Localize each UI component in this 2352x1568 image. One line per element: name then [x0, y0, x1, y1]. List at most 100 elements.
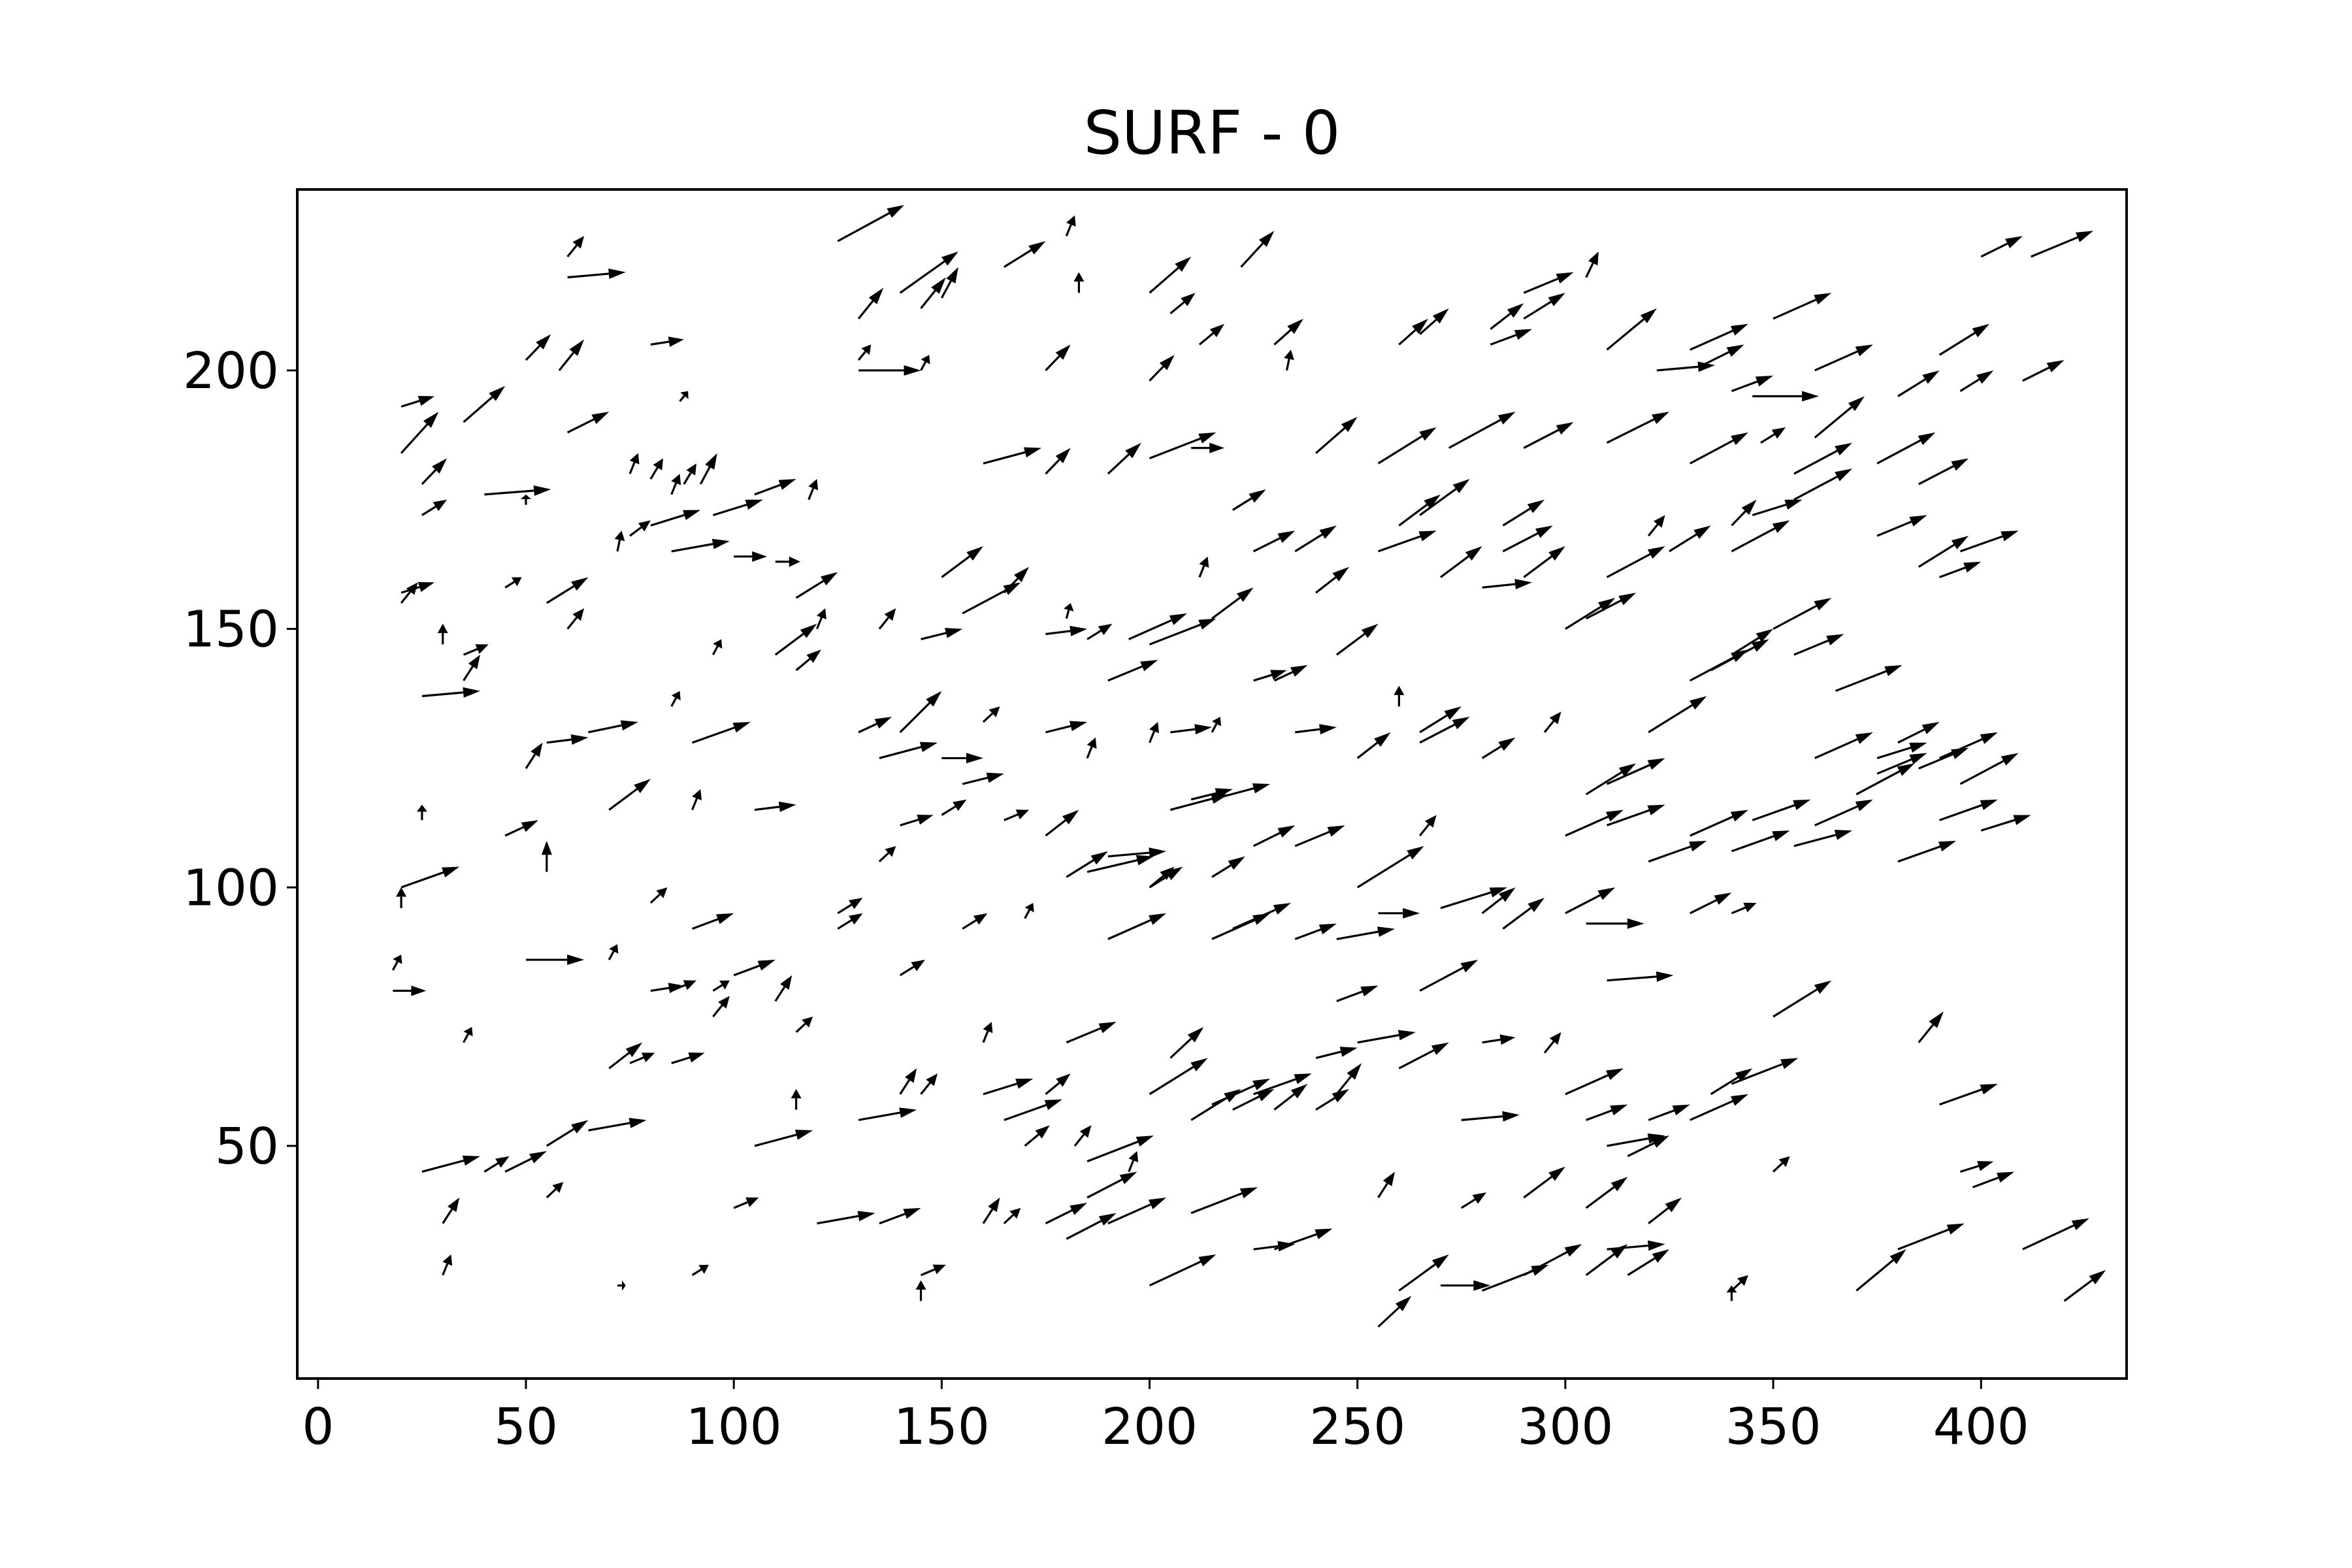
arrow-head [716, 913, 734, 924]
arrow [1523, 293, 1565, 320]
arrow-shaft [692, 727, 735, 744]
arrow-shaft [391, 961, 399, 971]
x-tick-label: 0 [302, 1398, 334, 1456]
arrow-shaft [1240, 242, 1264, 268]
arrow-head [1331, 1088, 1349, 1103]
arrow-shaft [1169, 797, 1213, 811]
arrow-shaft [1772, 988, 1818, 1018]
arrow-shaft [1107, 665, 1143, 682]
arrow-shaft [1273, 671, 1294, 682]
arrow-shaft [1972, 1177, 1999, 1188]
arrow [921, 628, 963, 640]
arrow-head [1672, 1104, 1690, 1116]
arrow-head [1209, 323, 1225, 338]
arrow-shaft [1419, 966, 1464, 992]
arrow-head [1403, 907, 1420, 919]
arrow-shaft [920, 289, 936, 310]
arrow-head [396, 887, 407, 897]
arrow-shaft [1490, 312, 1511, 330]
arrow-shaft [1855, 1259, 1894, 1292]
arrow-head [1922, 370, 1940, 384]
arrow [1419, 960, 1478, 992]
arrow-head [1009, 1207, 1021, 1219]
arrow-shaft [1253, 674, 1273, 682]
arrow-head [1055, 344, 1071, 360]
arrow-head [887, 204, 905, 218]
arrow [1107, 913, 1166, 940]
arrow-shaft [1253, 1078, 1296, 1096]
arrow-shaft [879, 1213, 906, 1225]
arrow-shaft [837, 212, 890, 242]
arrow [1793, 830, 1852, 847]
arrow [1731, 830, 1790, 853]
arrow [1648, 696, 1707, 734]
arrow [504, 577, 522, 589]
arrow [617, 1280, 626, 1291]
arrow [1502, 499, 1545, 527]
arrow-shaft [691, 918, 719, 930]
arrow [1190, 1187, 1258, 1215]
arrow-shaft [1398, 329, 1416, 346]
arrow-shaft [1606, 418, 1655, 444]
arrow [1073, 272, 1085, 293]
arrow-shaft [1897, 378, 1926, 397]
arrow-head [1689, 696, 1707, 710]
arrow-shaft [1045, 630, 1071, 636]
arrow-head [966, 753, 983, 764]
arrow [608, 944, 619, 960]
arrow-head [1159, 355, 1175, 370]
arrow-head [857, 1211, 875, 1222]
arrow-head [1834, 830, 1852, 840]
arrow-head [1731, 432, 1748, 446]
arrow-shaft [1523, 301, 1552, 320]
arrow [1045, 721, 1088, 734]
arrow-shaft [1273, 1093, 1295, 1111]
arrow [1939, 799, 1998, 821]
arrow-shaft [484, 489, 534, 496]
arrow-head [1909, 753, 1927, 764]
arrow-shaft [1606, 764, 1650, 785]
arrow-shaft [670, 697, 678, 708]
arrow-head [932, 1264, 946, 1275]
arrow [899, 1068, 917, 1095]
arrow [400, 396, 434, 408]
arrow-shaft [1377, 435, 1423, 465]
arrow [712, 980, 730, 992]
arrow-head [423, 412, 439, 428]
arrow-head [1472, 1192, 1486, 1204]
arrow-shaft [1731, 906, 1746, 915]
arrow-shaft [899, 702, 931, 734]
arrow-shaft [1702, 351, 1729, 367]
arrow [1149, 1058, 1208, 1096]
arrow-shaft [2031, 236, 2078, 258]
arrow-shaft [2022, 1224, 2074, 1250]
arrow [1252, 825, 1296, 847]
arrow-head [1319, 724, 1337, 735]
arrow [1440, 546, 1482, 578]
arrow-head [463, 687, 480, 698]
arrow [795, 1017, 813, 1033]
arrow-shaft [712, 984, 723, 992]
arrow-head [926, 691, 942, 707]
arrow [484, 485, 551, 496]
arrow-shaft [1607, 975, 1657, 982]
arrow-shaft [1128, 619, 1172, 640]
arrow [1502, 898, 1545, 930]
arrow-head [692, 789, 702, 801]
arrow-shaft [1772, 1162, 1784, 1173]
arrow-shaft [1107, 919, 1151, 940]
arrow [1419, 308, 1449, 335]
arrow [546, 577, 589, 604]
arrow-shaft [1045, 355, 1060, 372]
arrow-head [531, 742, 543, 757]
arrow-head [1361, 623, 1379, 638]
arrow-shaft [1065, 224, 1072, 237]
arrow-head [2046, 360, 2065, 372]
arrow [566, 412, 610, 434]
arrow-head [1741, 499, 1757, 515]
arrow-head [683, 510, 701, 520]
arrow-shaft [754, 806, 780, 811]
arrow [1024, 1125, 1050, 1147]
arrow-head [1198, 618, 1217, 630]
arrow-head [820, 572, 838, 586]
